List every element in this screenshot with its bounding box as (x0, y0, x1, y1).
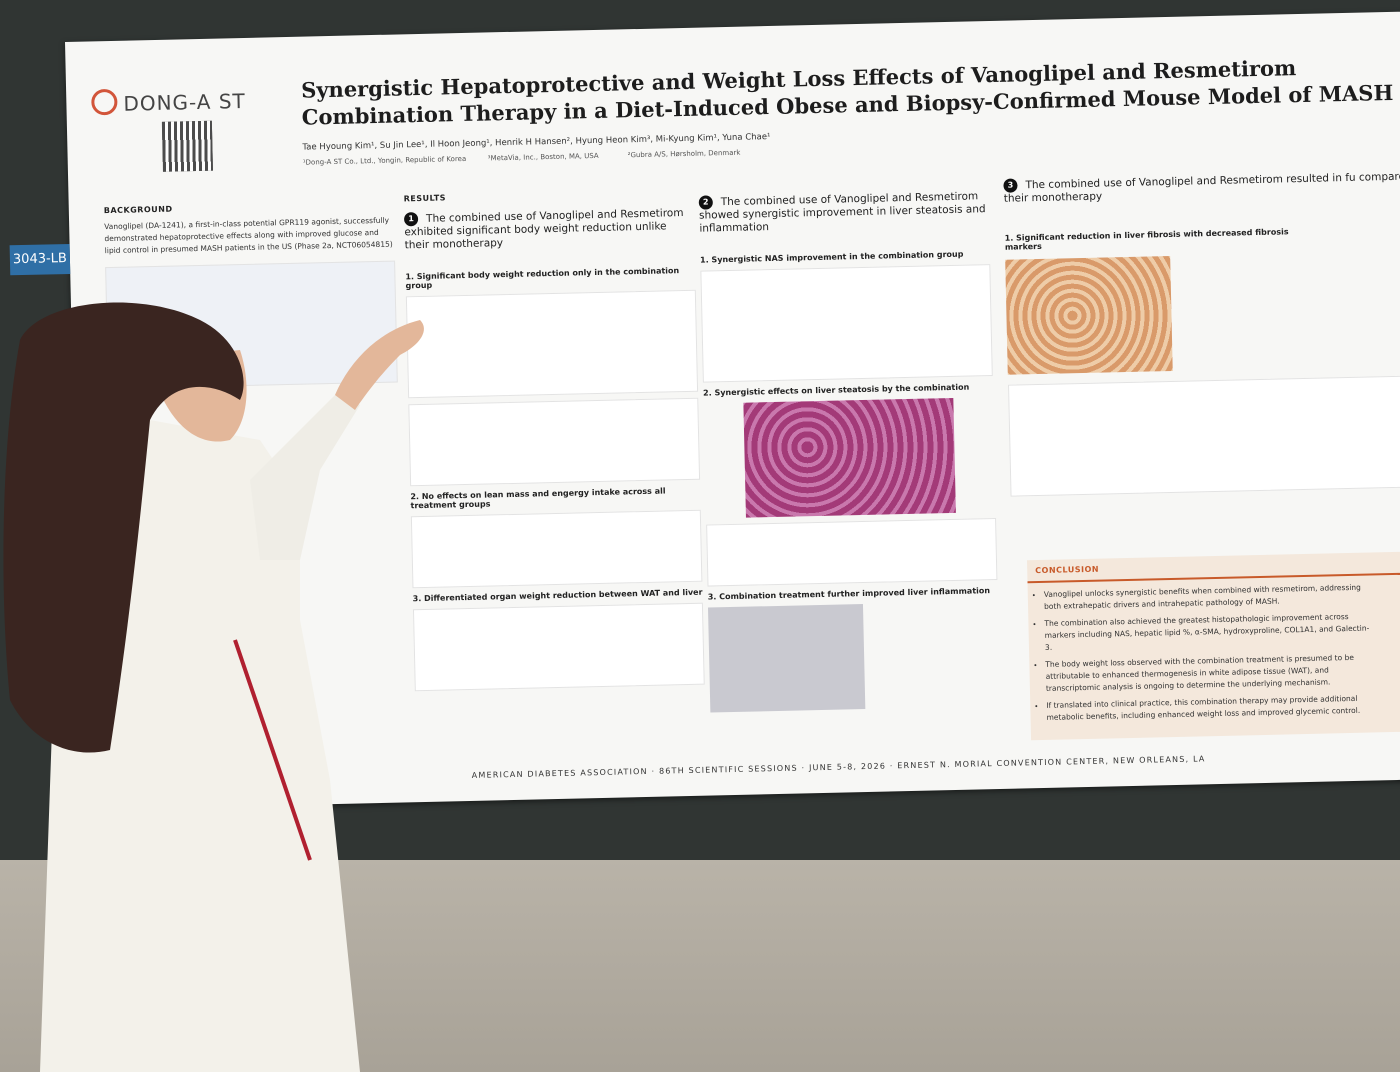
lanyard (233, 639, 312, 861)
hair (3, 302, 244, 753)
hand (335, 320, 424, 410)
raised-arm (250, 390, 360, 560)
